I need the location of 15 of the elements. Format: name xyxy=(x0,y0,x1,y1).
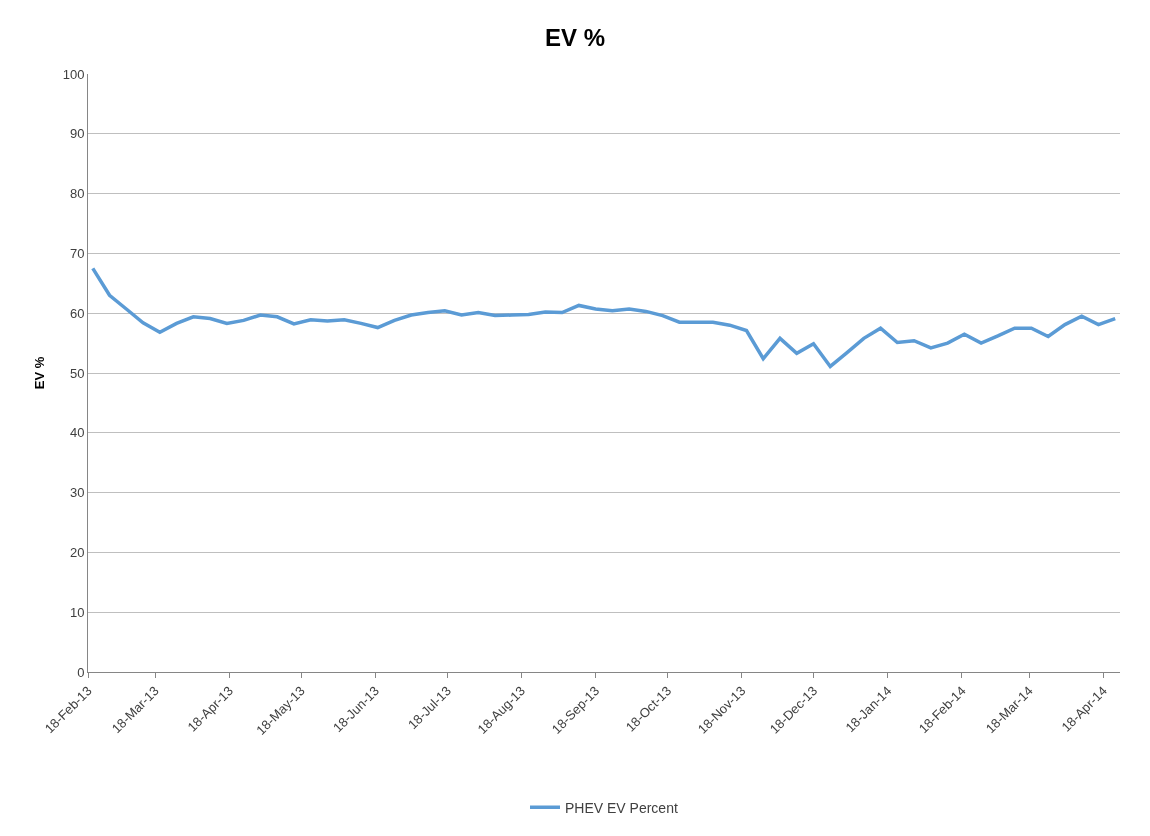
legend-label: PHEV EV Percent xyxy=(565,799,678,816)
y-tick-label: 70 xyxy=(69,245,85,261)
y-tick-label: 50 xyxy=(69,365,85,381)
y-tick-label: 100 xyxy=(62,66,85,82)
chart-title: EV % xyxy=(544,24,606,52)
y-tick-label: 80 xyxy=(69,186,85,202)
y-tick-label: 60 xyxy=(69,305,85,321)
y-tick-label: 40 xyxy=(69,425,85,441)
y-axis-title: EV % xyxy=(31,356,47,390)
y-tick-label: 0 xyxy=(77,664,85,680)
y-tick-label: 10 xyxy=(69,604,85,620)
y-tick-label: 30 xyxy=(69,485,85,501)
y-tick-label: 20 xyxy=(69,544,85,560)
y-tick-label: 90 xyxy=(69,126,85,142)
line-series xyxy=(91,266,1117,369)
